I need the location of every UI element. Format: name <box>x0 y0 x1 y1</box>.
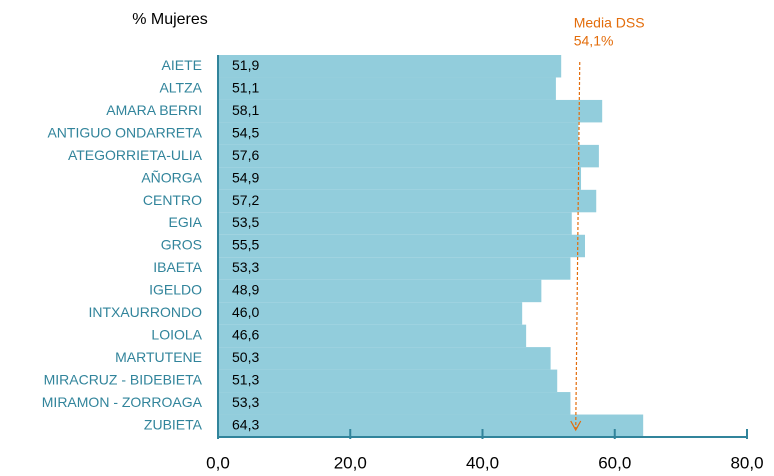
value-label: 64,3 <box>232 416 259 432</box>
category-label: ALTZA <box>159 79 202 95</box>
value-label: 51,3 <box>232 372 259 388</box>
value-label: 57,2 <box>232 192 259 208</box>
reference-line <box>575 61 581 430</box>
bar <box>218 77 556 100</box>
reference-arrow <box>570 420 582 432</box>
bar <box>218 279 542 303</box>
bar <box>218 212 572 235</box>
category-label: MIRAMON - ZORROAGA <box>42 394 203 410</box>
category-label: GROS <box>161 237 202 253</box>
category-label: IBAETA <box>153 259 202 275</box>
bar <box>218 55 562 78</box>
bar <box>218 257 571 280</box>
bar <box>218 369 558 393</box>
value-label: 53,5 <box>232 214 259 230</box>
bar <box>218 234 585 258</box>
category-label: AÑORGA <box>141 169 202 185</box>
category-label: LOIOLA <box>151 327 202 343</box>
bar <box>218 122 579 145</box>
bar <box>218 99 603 123</box>
x-tick-label: 40,0 <box>466 453 499 472</box>
category-label: INTXAURRONDO <box>88 304 202 320</box>
category-label: EGIA <box>169 214 203 230</box>
value-label: 58,1 <box>232 102 259 118</box>
value-label: 46,0 <box>232 304 259 320</box>
x-tick-label: 80,0 <box>730 453 763 472</box>
value-label: 53,3 <box>232 394 259 410</box>
category-label: IGELDO <box>149 282 202 298</box>
category-label: ZUBIETA <box>144 416 203 432</box>
chart-title: % Mujeres <box>132 11 208 28</box>
category-label: ATEGORRIETA-ULIA <box>68 147 203 163</box>
annotation-value: 54,1% <box>574 33 614 49</box>
value-label: 57,6 <box>232 147 259 163</box>
value-label: 48,9 <box>232 282 259 298</box>
category-label: AIETE <box>162 57 202 73</box>
category-label: AMARA BERRI <box>106 102 202 118</box>
x-tick-label: 0,0 <box>206 453 230 472</box>
bar <box>218 324 527 348</box>
value-label: 51,1 <box>232 79 259 95</box>
bar <box>218 167 582 190</box>
bar <box>218 189 597 213</box>
bar <box>218 347 551 370</box>
value-label: 50,3 <box>232 349 259 365</box>
value-label: 46,6 <box>232 327 259 343</box>
value-label: 54,5 <box>232 124 259 140</box>
x-tick-label: 60,0 <box>598 453 631 472</box>
annotation-text: Media DSS <box>574 15 645 31</box>
category-label: ANTIGUO ONDARRETA <box>47 124 202 140</box>
category-label: MIRACRUZ - BIDEBIETA <box>44 372 203 388</box>
bar <box>218 414 644 437</box>
bar <box>218 144 599 168</box>
category-label: MARTUTENE <box>115 349 202 365</box>
value-label: 51,9 <box>232 57 259 73</box>
value-label: 55,5 <box>232 237 259 253</box>
category-label: CENTRO <box>143 192 202 208</box>
x-tick-label: 20,0 <box>334 453 367 472</box>
bar <box>218 392 571 415</box>
bar <box>218 302 523 325</box>
value-label: 53,3 <box>232 259 259 275</box>
value-label: 54,9 <box>232 169 259 185</box>
